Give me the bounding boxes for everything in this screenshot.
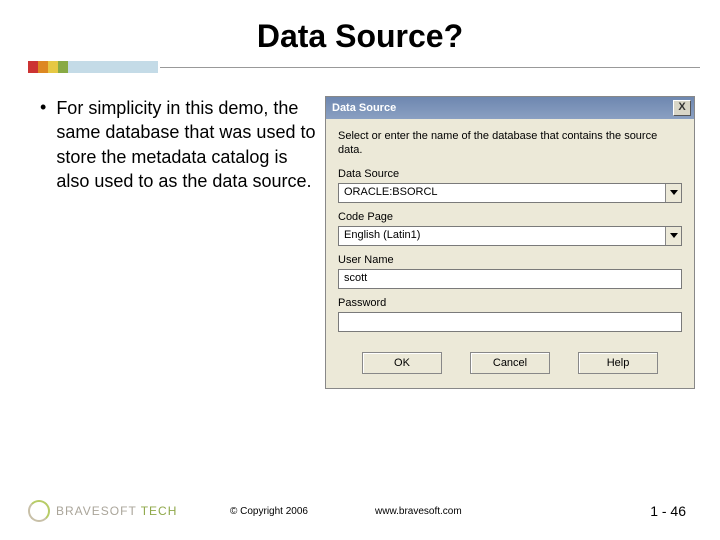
brand-text: BRAVESOFT TECH: [56, 504, 177, 518]
footer: BRAVESOFT TECH © Copyright 2006 www.brav…: [0, 500, 720, 522]
chevron-down-icon: [670, 233, 678, 239]
password-input[interactable]: [338, 312, 682, 332]
slide-title: Data Source?: [0, 0, 720, 55]
dialog-instruction: Select or enter the name of the database…: [338, 129, 682, 158]
data-source-dialog: Data Source X Select or enter the name o…: [325, 96, 695, 389]
bullet-item: • For simplicity in this demo, the same …: [40, 96, 320, 193]
page-number: 1 - 46: [650, 503, 686, 519]
dialog-titlebar: Data Source X: [326, 97, 694, 119]
help-button[interactable]: Help: [578, 352, 658, 374]
code-page-label: Code Page: [338, 211, 682, 223]
dropdown-button[interactable]: [665, 184, 681, 202]
footer-url: www.bravesoft.com: [375, 506, 462, 517]
brand-logo: BRAVESOFT TECH: [28, 500, 177, 522]
user-name-input[interactable]: scott: [338, 269, 682, 289]
data-source-label: Data Source: [338, 168, 682, 180]
swirl-icon: [28, 500, 50, 522]
ok-button[interactable]: OK: [362, 352, 442, 374]
bullet-text: For simplicity in this demo, the same da…: [56, 96, 320, 193]
chevron-down-icon: [670, 190, 678, 196]
code-page-value: English (Latin1): [339, 227, 665, 245]
bullet-dot-icon: •: [40, 96, 46, 193]
dialog-button-row: OK Cancel Help: [338, 338, 682, 388]
cancel-button[interactable]: Cancel: [470, 352, 550, 374]
close-icon: X: [678, 101, 685, 113]
data-source-value: ORACLE:BSORCL: [339, 184, 665, 202]
accent-line: [0, 61, 720, 75]
close-button[interactable]: X: [673, 100, 691, 116]
copyright-text: © Copyright 2006: [230, 506, 308, 517]
dialog-body: Select or enter the name of the database…: [326, 119, 694, 388]
dropdown-button[interactable]: [665, 227, 681, 245]
password-label: Password: [338, 297, 682, 309]
dialog-title: Data Source: [332, 102, 396, 114]
code-page-combo[interactable]: English (Latin1): [338, 226, 682, 246]
user-name-label: User Name: [338, 254, 682, 266]
data-source-combo[interactable]: ORACLE:BSORCL: [338, 183, 682, 203]
